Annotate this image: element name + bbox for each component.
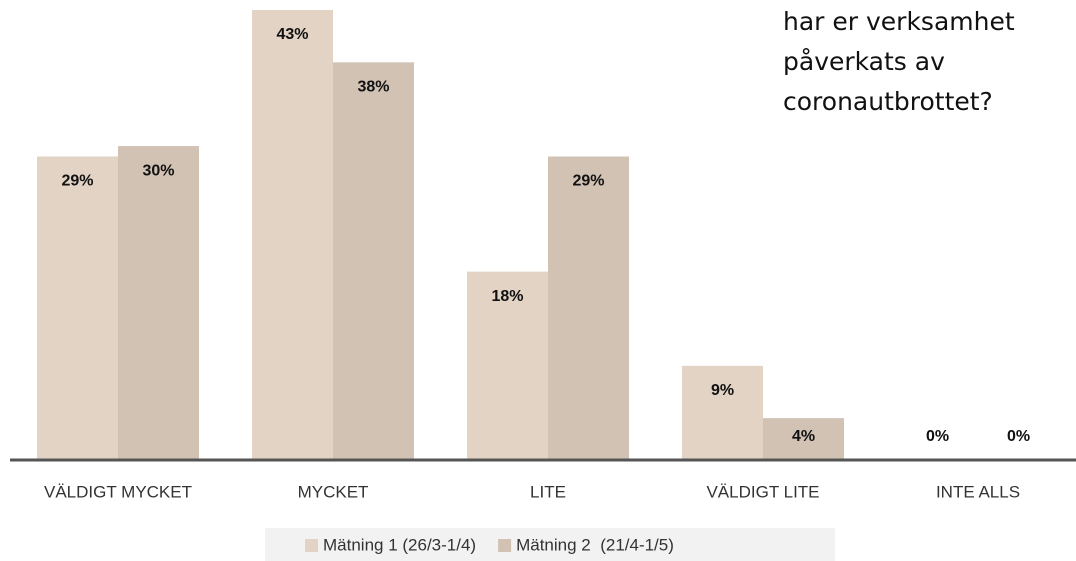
- value-label: 29%: [572, 173, 604, 190]
- value-label: 43%: [276, 26, 308, 43]
- legend-box: [265, 528, 835, 561]
- x-tick-label: INTE ALLS: [936, 482, 1020, 501]
- value-label: 38%: [357, 79, 389, 96]
- value-label: 30%: [142, 162, 174, 179]
- bar: [333, 62, 414, 460]
- bar: [682, 365, 763, 460]
- value-label: 18%: [491, 288, 523, 305]
- bar: [252, 10, 333, 460]
- bar: [118, 146, 199, 460]
- value-label: 29%: [61, 173, 93, 190]
- chart-title: har er verksamhet påverkats av coronautb…: [783, 7, 1015, 116]
- x-tick-label: MYCKET: [298, 482, 369, 501]
- legend-label: Mätning 1 (26/3-1/4): [323, 535, 476, 554]
- legend-swatch: [305, 539, 318, 552]
- bar: [763, 418, 844, 460]
- x-tick-label: VÄLDIGT MYCKET: [44, 482, 192, 501]
- value-label: 0%: [926, 428, 949, 445]
- value-label: 0%: [1007, 428, 1030, 445]
- value-label: 4%: [792, 428, 815, 445]
- legend-swatch: [498, 539, 512, 552]
- bar: [467, 271, 548, 460]
- bar: [37, 156, 118, 460]
- bar: [548, 156, 629, 460]
- x-tick-label: VÄLDIGT LITE: [706, 482, 819, 501]
- value-label: 9%: [711, 382, 734, 399]
- x-tick-label: LITE: [530, 482, 566, 501]
- legend-label: Mätning 2 (21/4-1/5): [516, 535, 674, 554]
